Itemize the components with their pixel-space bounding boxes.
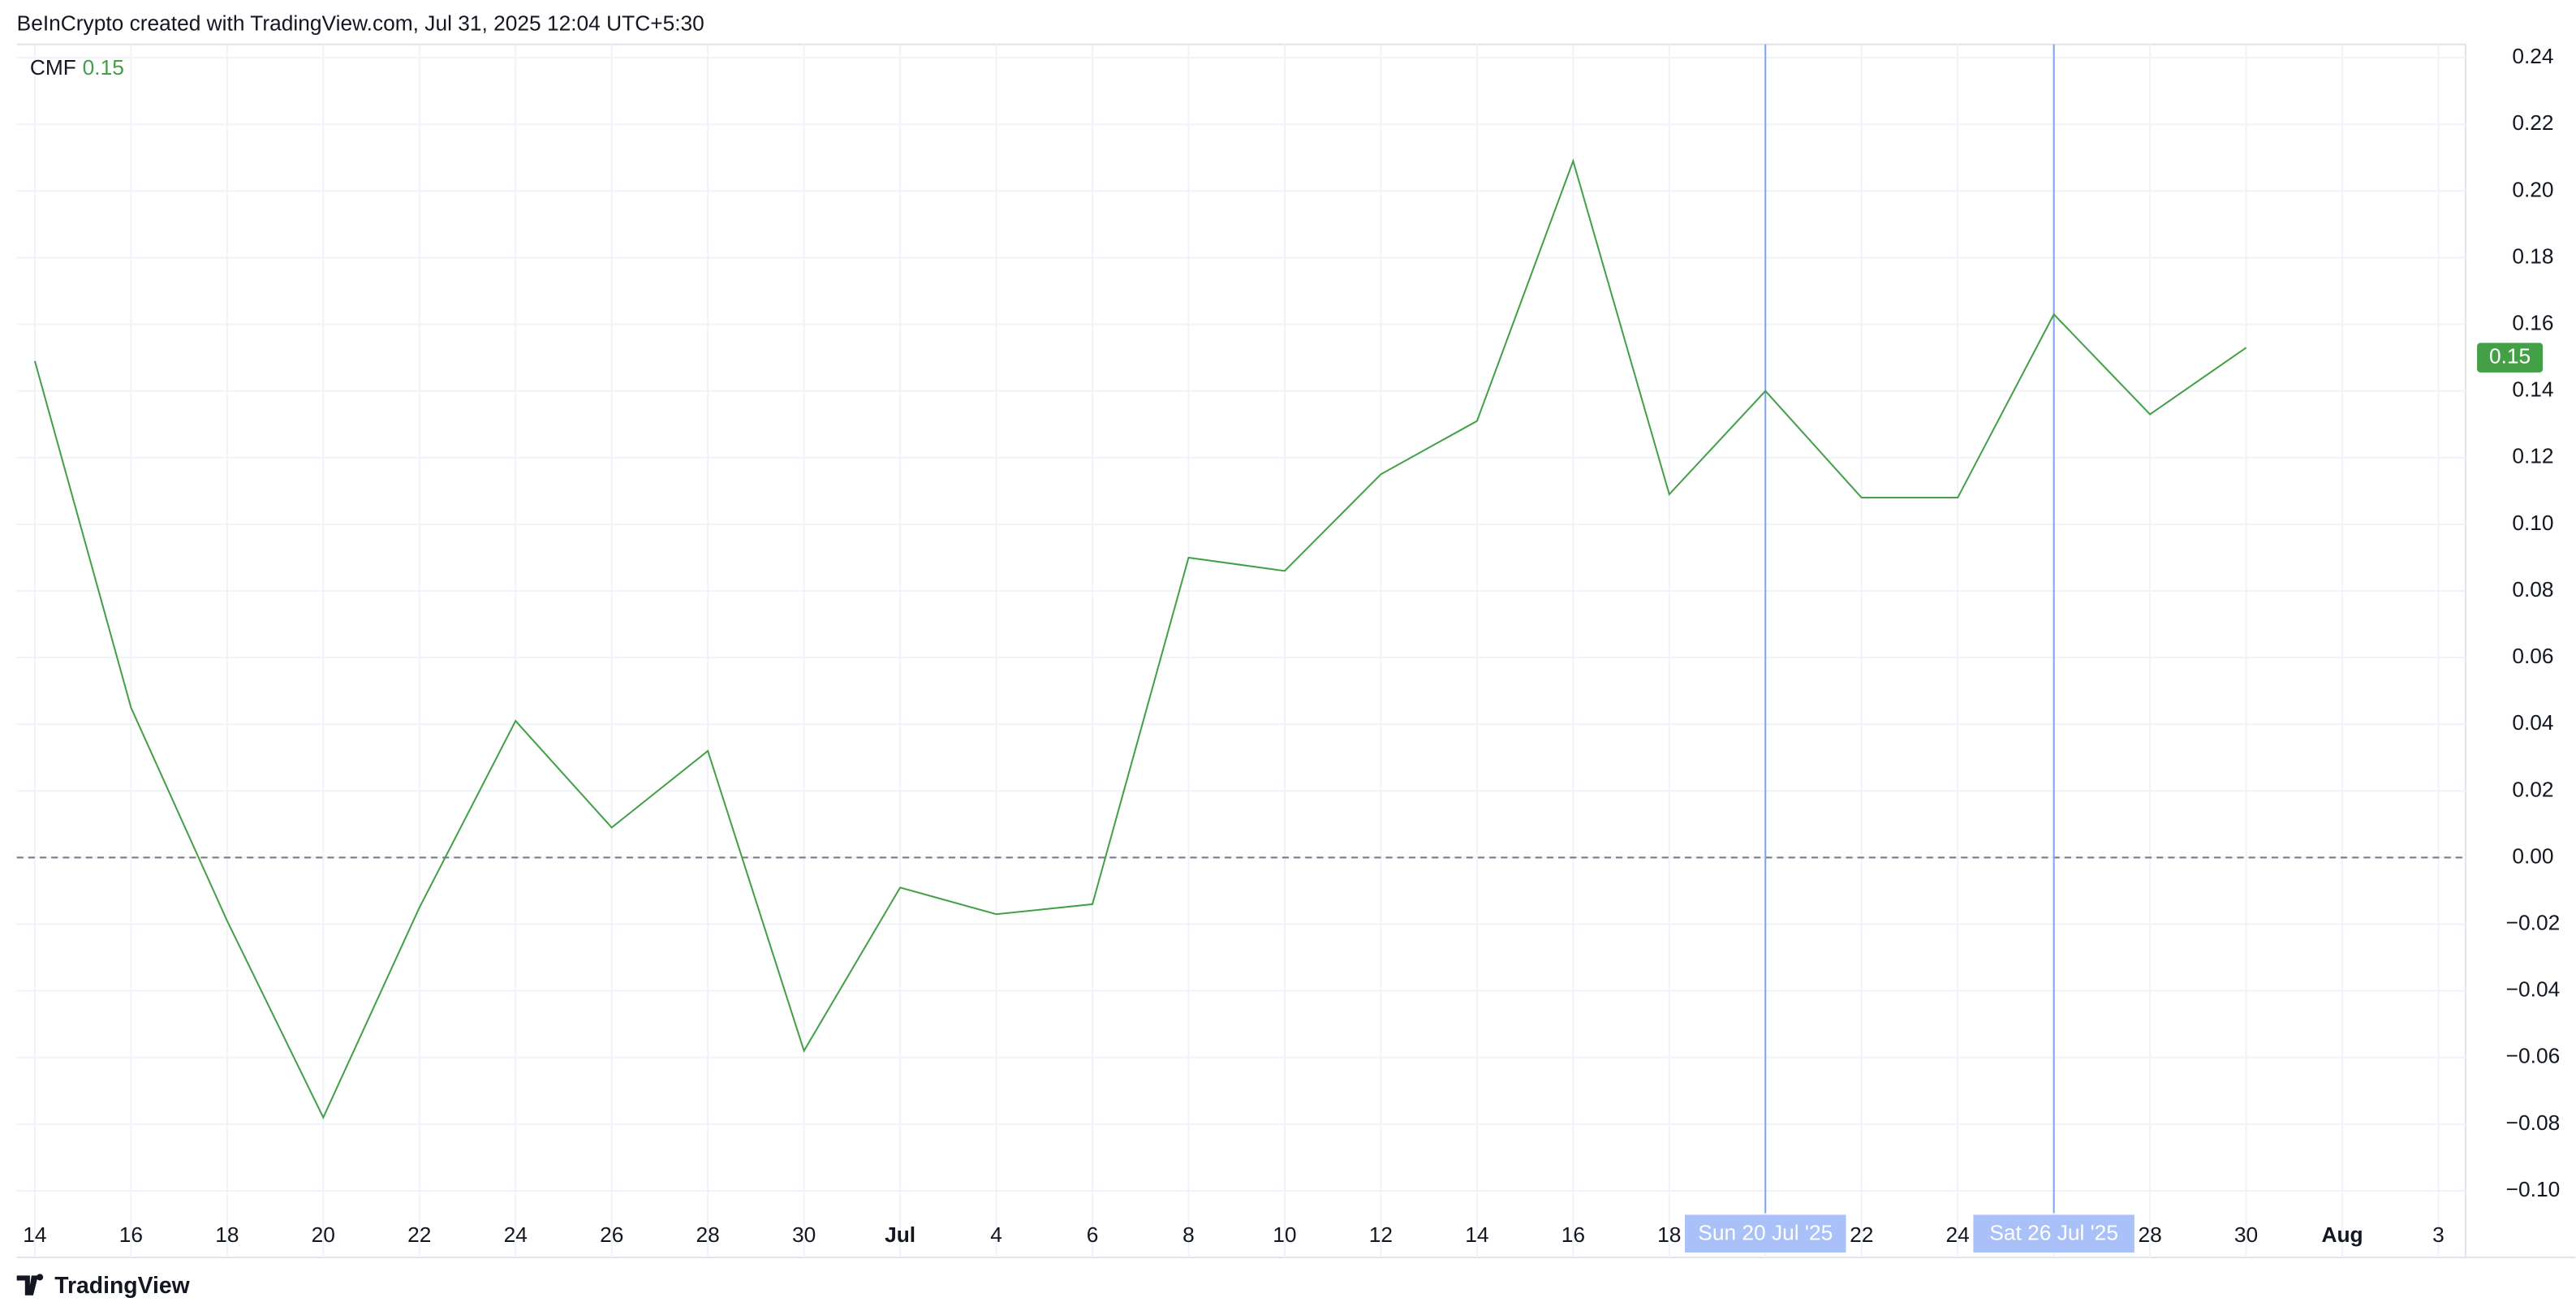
x-tick-label: 4 bbox=[990, 1222, 1002, 1247]
x-tick-label: 16 bbox=[119, 1222, 143, 1247]
y-tick-label: 0.00 bbox=[2512, 843, 2553, 868]
x-tick-label: 28 bbox=[2138, 1222, 2161, 1247]
x-tick-label: 20 bbox=[312, 1222, 335, 1247]
x-tick-label: 24 bbox=[1946, 1222, 1970, 1247]
last-value-badge bbox=[2477, 343, 2544, 373]
x-tick-label: 8 bbox=[1182, 1222, 1195, 1247]
y-tick-label: −0.06 bbox=[2506, 1044, 2561, 1068]
x-tick-label: Jul bbox=[885, 1222, 915, 1247]
y-tick-label: 0.24 bbox=[2512, 44, 2553, 68]
x-tick-label: 22 bbox=[407, 1222, 431, 1247]
crosshair-label: Sat 26 Jul '25 bbox=[1989, 1221, 2118, 1245]
x-tick-label: 18 bbox=[215, 1222, 239, 1247]
y-tick-label: 0.08 bbox=[2512, 577, 2553, 601]
x-tick-label: 14 bbox=[1465, 1222, 1488, 1247]
crosshair-label: Sun 20 Jul '25 bbox=[1698, 1221, 1833, 1245]
y-tick-label: 0.06 bbox=[2512, 644, 2553, 668]
crosshair-label-bg bbox=[1973, 1214, 2134, 1253]
y-tick-label: −0.10 bbox=[2506, 1177, 2561, 1201]
y-tick-label: 0.10 bbox=[2512, 511, 2553, 535]
crosshair-label-bg bbox=[1685, 1214, 1846, 1253]
logo bbox=[16, 1274, 44, 1296]
x-tick-label: 30 bbox=[792, 1222, 816, 1247]
legend-value: 0.15 bbox=[83, 55, 124, 80]
y-tick-label: 0.22 bbox=[2512, 110, 2553, 135]
y-tick-label: 0.16 bbox=[2512, 311, 2553, 335]
x-tick-label: Aug bbox=[2321, 1222, 2363, 1247]
y-tick-label: 0.14 bbox=[2512, 377, 2553, 402]
footer: TradingView bbox=[54, 1273, 190, 1299]
y-tick-label: 0.02 bbox=[2512, 777, 2553, 801]
x-tick-label: 26 bbox=[600, 1222, 623, 1247]
x-tick-label: 18 bbox=[1657, 1222, 1681, 1247]
y-tick-label: −0.04 bbox=[2506, 977, 2561, 1002]
x-tick-label: 14 bbox=[23, 1222, 46, 1247]
legend-name: CMF bbox=[30, 55, 76, 80]
x-tick-label: 3 bbox=[2432, 1222, 2445, 1247]
y-tick-label: −0.08 bbox=[2506, 1110, 2561, 1135]
y-tick-label: −0.02 bbox=[2506, 911, 2561, 935]
x-tick-label: 24 bbox=[504, 1222, 528, 1247]
last-value-label: 0.15 bbox=[2489, 344, 2531, 369]
x-tick-label: 30 bbox=[2234, 1222, 2258, 1247]
y-tick-label: 0.04 bbox=[2512, 710, 2553, 735]
x-tick-label: 12 bbox=[1369, 1222, 1393, 1247]
x-tick-label: 22 bbox=[1850, 1222, 1873, 1247]
y-tick-label: 0.18 bbox=[2512, 244, 2553, 268]
x-tick-label: 28 bbox=[696, 1222, 720, 1247]
x-tick-label: 10 bbox=[1273, 1222, 1296, 1247]
x-tick-label: 16 bbox=[1562, 1222, 1585, 1247]
y-tick-label: 0.20 bbox=[2512, 177, 2553, 201]
y-tick-label: 0.12 bbox=[2512, 444, 2553, 468]
logo-mark bbox=[16, 1274, 44, 1296]
series-line bbox=[33, 158, 2247, 1120]
header: BeInCrypto created with TradingView.com,… bbox=[17, 11, 704, 35]
x-tick-label: 6 bbox=[1087, 1222, 1099, 1247]
